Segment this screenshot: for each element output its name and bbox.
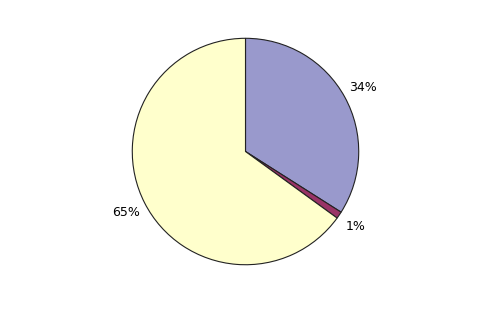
Text: 65%: 65% (112, 206, 140, 219)
Wedge shape (246, 38, 359, 212)
Wedge shape (132, 38, 337, 265)
Text: 34%: 34% (349, 81, 377, 94)
Text: 1%: 1% (346, 220, 366, 233)
Wedge shape (246, 152, 341, 218)
